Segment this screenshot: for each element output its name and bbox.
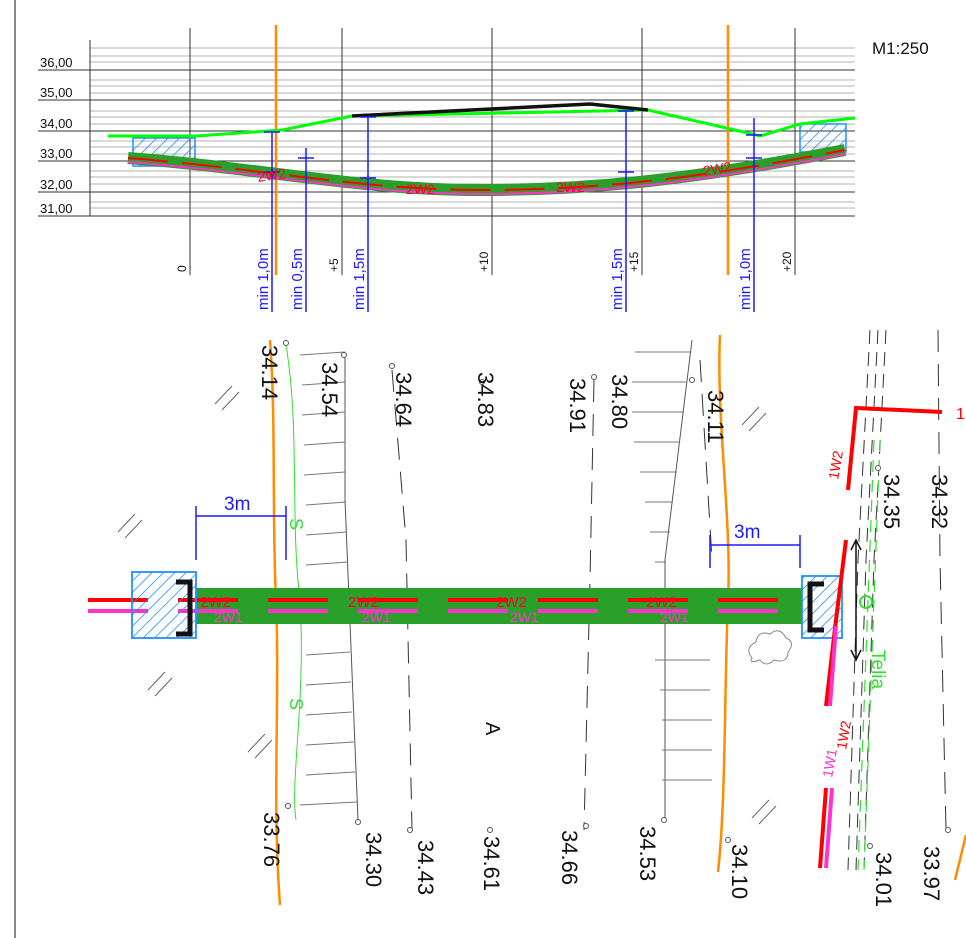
depth-note: min 1,0m: [255, 248, 272, 310]
spot-height: 34.61: [479, 836, 504, 891]
pipe-red: [127, 149, 846, 192]
spot-height: 34.14: [257, 345, 282, 400]
pipe-label: 2W2: [348, 594, 379, 611]
property-line: [285, 344, 302, 821]
spot-height: 33.97: [919, 846, 944, 901]
elevation-label: 36,00: [40, 55, 73, 70]
elevation-label: 33,00: [40, 146, 73, 161]
culvert-end: [176, 579, 193, 637]
road-edge: [953, 834, 966, 881]
cross-section: 36,00 35,00 34,00 33,00 32,00 31,00 0 +5…: [38, 25, 856, 312]
depth-note: min 0,5m: [289, 248, 306, 310]
pipe-sublabel: 2W1: [362, 609, 391, 625]
elevation-label: 31,00: [40, 201, 73, 216]
branch-label: 1W2: [825, 449, 846, 480]
dimension-lines: [195, 506, 801, 568]
depth-note: min 1,5m: [351, 248, 368, 310]
station-label: +20: [780, 251, 794, 272]
pipe-label: 2W2: [200, 594, 231, 611]
ground-line: [108, 108, 856, 138]
pipe-label: 2W2: [702, 158, 733, 179]
pipe-sublabel: 2W1: [214, 609, 243, 625]
spot-height: 33.76: [259, 812, 284, 867]
pipe-label: 2W2: [496, 594, 527, 611]
bush-symbol: [748, 630, 792, 665]
pipe-label: 2W2: [256, 165, 287, 185]
area-label: A: [481, 722, 503, 736]
pipe-label: 2W2: [406, 181, 435, 197]
culvert-end: [807, 581, 824, 633]
section-station-lines: [189, 28, 796, 275]
spot-points: [283, 340, 951, 849]
spot-height: 34.54: [317, 362, 342, 417]
telia-node-icon: [859, 595, 873, 609]
spot-height: 34.35: [879, 474, 904, 529]
plan-view: 2W2 2W2 2W2 2W2 2W1 2W1 2W1 2W1 3m 3m: [88, 329, 966, 907]
spot-height: 34.43: [413, 840, 438, 895]
elevation-label: 34,00: [40, 116, 73, 131]
direction-arrow-icon: [850, 538, 862, 662]
telia-label: Telia: [867, 650, 888, 690]
pipe-label: 2W2: [646, 594, 677, 611]
elevation-label: 35,00: [40, 85, 73, 100]
branch-label: 1W1: [819, 747, 840, 778]
station-label: 0: [175, 265, 189, 272]
road-surface: [351, 102, 649, 118]
terrain-hatch: [117, 385, 777, 825]
elevation-label: 32,00: [40, 177, 73, 192]
pipe-label: 2W2: [556, 179, 585, 195]
marker-s: S: [286, 698, 306, 710]
slope-edge: [344, 355, 359, 821]
scale-label: M1:250: [872, 39, 929, 58]
depth-note: min 1,5m: [609, 248, 626, 310]
spot-height: 34.66: [557, 830, 582, 885]
spot-height: 34.80: [607, 374, 632, 429]
pipe-sublabel: 2W1: [510, 609, 539, 625]
telia-line: [857, 439, 881, 871]
marker-s: S: [286, 518, 306, 530]
spot-height: 34.53: [635, 826, 660, 881]
branch-label: 1: [956, 406, 965, 423]
spot-height: 34.10: [727, 844, 752, 899]
spot-height: 34.30: [361, 832, 386, 887]
station-label: +10: [477, 251, 491, 272]
pipe-sublabel: 2W1: [660, 609, 689, 625]
depth-note: min 1,0m: [737, 248, 754, 310]
spot-height: 34.11: [703, 390, 728, 443]
spot-height: 34.01: [871, 852, 896, 907]
slope-edge: [664, 339, 693, 820]
depth-marks: [264, 110, 762, 312]
slope-ticks: [632, 351, 712, 781]
spot-height: 34.91: [565, 378, 590, 433]
dashed-lines: [391, 329, 947, 831]
branch-pipes: [818, 405, 943, 869]
pipe-trench-plan: [196, 588, 802, 624]
station-label: +5: [327, 258, 341, 272]
dimension-label: 3m: [224, 494, 250, 515]
branch-label: 1W2: [833, 719, 854, 750]
spot-height: 34.32: [927, 474, 952, 529]
spot-height: 34.83: [473, 372, 498, 427]
slope-ticks: [299, 351, 358, 806]
dimension-label: 3m: [734, 522, 760, 543]
pipe-magenta: [127, 153, 846, 196]
spot-height: 34.64: [391, 372, 416, 427]
station-label: +15: [627, 251, 641, 272]
